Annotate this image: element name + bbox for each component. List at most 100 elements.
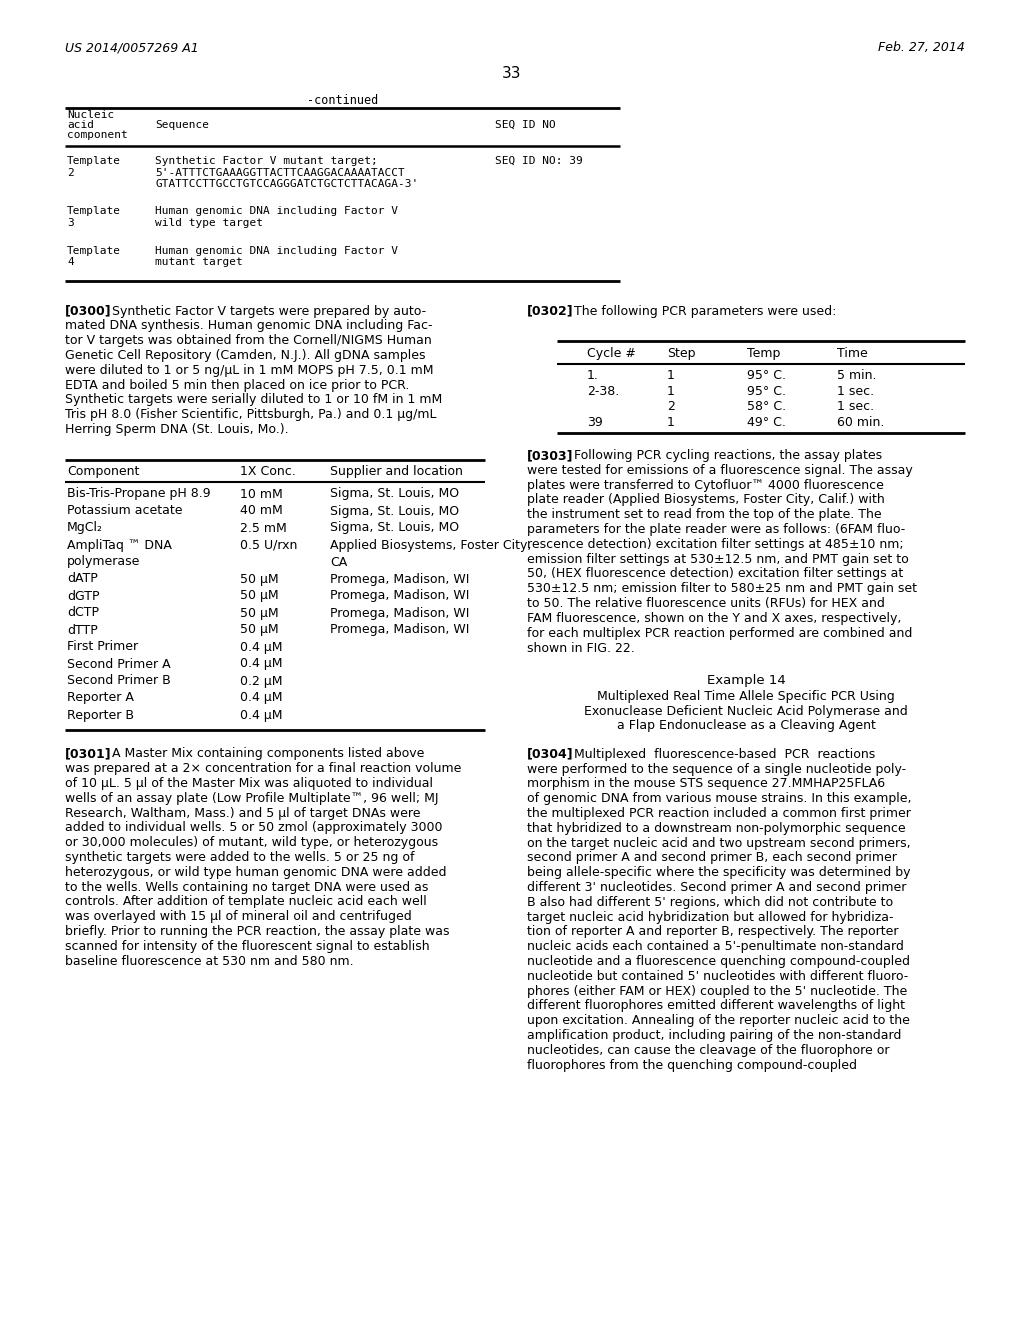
Text: wells of an assay plate (Low Profile Multiplate™, 96 well; MJ: wells of an assay plate (Low Profile Mul… <box>65 792 438 805</box>
Text: Sequence: Sequence <box>155 120 209 129</box>
Text: 1 sec.: 1 sec. <box>837 400 874 413</box>
Text: dCTP: dCTP <box>67 606 99 619</box>
Text: 0.2 μM: 0.2 μM <box>240 675 283 688</box>
Text: morphism in the mouse STS sequence 27.MMHAP25FLA6: morphism in the mouse STS sequence 27.MM… <box>527 777 885 791</box>
Text: 5'-ATTTCTGAAAGGTTACTTCAAGGACAAAATACCT: 5'-ATTTCTGAAAGGTTACTTCAAGGACAAAATACCT <box>155 168 404 177</box>
Text: 3: 3 <box>67 218 74 228</box>
Text: nucleic acids each contained a 5'-penultimate non-standard: nucleic acids each contained a 5'-penult… <box>527 940 904 953</box>
Text: different fluorophores emitted different wavelengths of light: different fluorophores emitted different… <box>527 999 905 1012</box>
Text: Promega, Madison, WI: Promega, Madison, WI <box>330 573 469 586</box>
Text: were diluted to 1 or 5 ng/μL in 1 mM MOPS pH 7.5, 0.1 mM: were diluted to 1 or 5 ng/μL in 1 mM MOP… <box>65 364 433 376</box>
Text: 10 mM: 10 mM <box>240 487 283 500</box>
Text: Tris pH 8.0 (Fisher Scientific, Pittsburgh, Pa.) and 0.1 μg/mL: Tris pH 8.0 (Fisher Scientific, Pittsbur… <box>65 408 436 421</box>
Text: SEQ ID NO: SEQ ID NO <box>495 120 556 129</box>
Text: 0.4 μM: 0.4 μM <box>240 657 283 671</box>
Text: plates were transferred to Cytofluor™ 4000 fluorescence: plates were transferred to Cytofluor™ 40… <box>527 479 884 492</box>
Text: Second Primer B: Second Primer B <box>67 675 171 688</box>
Text: 50 μM: 50 μM <box>240 623 279 636</box>
Text: 530±12.5 nm; emission filter to 580±25 nm and PMT gain set: 530±12.5 nm; emission filter to 580±25 n… <box>527 582 918 595</box>
Text: Synthetic Factor V mutant target;: Synthetic Factor V mutant target; <box>155 156 378 166</box>
Text: Bis-Tris-Propane pH 8.9: Bis-Tris-Propane pH 8.9 <box>67 487 211 500</box>
Text: Sigma, St. Louis, MO: Sigma, St. Louis, MO <box>330 487 459 500</box>
Text: Synthetic Factor V targets were prepared by auto-: Synthetic Factor V targets were prepared… <box>112 305 426 318</box>
Text: The following PCR parameters were used:: The following PCR parameters were used: <box>574 305 837 318</box>
Text: that hybridized to a downstream non-polymorphic sequence: that hybridized to a downstream non-poly… <box>527 822 905 834</box>
Text: 1.: 1. <box>587 370 599 381</box>
Text: Feb. 27, 2014: Feb. 27, 2014 <box>879 41 965 54</box>
Text: First Primer: First Primer <box>67 640 138 653</box>
Text: to 50. The relative fluorescence units (RFUs) for HEX and: to 50. The relative fluorescence units (… <box>527 597 885 610</box>
Text: was overlayed with 15 μl of mineral oil and centrifuged: was overlayed with 15 μl of mineral oil … <box>65 911 412 923</box>
Text: CA: CA <box>330 556 347 569</box>
Text: [0301]: [0301] <box>65 747 112 760</box>
Text: GTATTCCTTGCCTGTCCAGGGATCTGCTCTTACAGA-3': GTATTCCTTGCCTGTCCAGGGATCTGCTCTTACAGA-3' <box>155 180 418 189</box>
Text: 50 μM: 50 μM <box>240 590 279 602</box>
Text: wild type target: wild type target <box>155 218 263 228</box>
Text: of genomic DNA from various mouse strains. In this example,: of genomic DNA from various mouse strain… <box>527 792 911 805</box>
Text: Nucleic: Nucleic <box>67 110 115 120</box>
Text: Second Primer A: Second Primer A <box>67 657 171 671</box>
Text: 2.5 mM: 2.5 mM <box>240 521 287 535</box>
Text: fluorophores from the quenching compound-coupled: fluorophores from the quenching compound… <box>527 1059 857 1072</box>
Text: -continued: -continued <box>307 94 378 107</box>
Text: polymerase: polymerase <box>67 556 140 569</box>
Text: Genetic Cell Repository (Camden, N.J.). All gDNA samples: Genetic Cell Repository (Camden, N.J.). … <box>65 348 426 362</box>
Text: Promega, Madison, WI: Promega, Madison, WI <box>330 606 469 619</box>
Text: upon excitation. Annealing of the reporter nucleic acid to the: upon excitation. Annealing of the report… <box>527 1014 910 1027</box>
Text: dTTP: dTTP <box>67 623 97 636</box>
Text: tion of reporter A and reporter B, respectively. The reporter: tion of reporter A and reporter B, respe… <box>527 925 898 939</box>
Text: nucleotide but contained 5' nucleotides with different fluoro-: nucleotide but contained 5' nucleotides … <box>527 970 908 983</box>
Text: 95° C.: 95° C. <box>746 384 786 397</box>
Text: mated DNA synthesis. Human genomic DNA including Fac-: mated DNA synthesis. Human genomic DNA i… <box>65 319 432 333</box>
Text: US 2014/0057269 A1: US 2014/0057269 A1 <box>65 41 199 54</box>
Text: acid: acid <box>67 120 94 129</box>
Text: 1X Conc.: 1X Conc. <box>240 465 296 478</box>
Text: the instrument set to read from the top of the plate. The: the instrument set to read from the top … <box>527 508 882 521</box>
Text: Synthetic targets were serially diluted to 1 or 10 fM in 1 mM: Synthetic targets were serially diluted … <box>65 393 442 407</box>
Text: mutant target: mutant target <box>155 257 243 267</box>
Text: on the target nucleic acid and two upstream second primers,: on the target nucleic acid and two upstr… <box>527 837 910 850</box>
Text: Reporter B: Reporter B <box>67 709 134 722</box>
Text: Sigma, St. Louis, MO: Sigma, St. Louis, MO <box>330 504 459 517</box>
Text: [0302]: [0302] <box>527 305 573 318</box>
Text: 5 min.: 5 min. <box>837 370 877 381</box>
Text: Promega, Madison, WI: Promega, Madison, WI <box>330 590 469 602</box>
Text: for each multiplex PCR reaction performed are combined and: for each multiplex PCR reaction performe… <box>527 627 912 640</box>
Text: Following PCR cycling reactions, the assay plates: Following PCR cycling reactions, the ass… <box>574 449 882 462</box>
Text: 40 mM: 40 mM <box>240 504 283 517</box>
Text: 2-38.: 2-38. <box>587 384 620 397</box>
Text: or 30,000 molecules) of mutant, wild type, or heterozygous: or 30,000 molecules) of mutant, wild typ… <box>65 837 438 849</box>
Text: was prepared at a 2× concentration for a final reaction volume: was prepared at a 2× concentration for a… <box>65 762 462 775</box>
Text: nucleotide and a fluorescence quenching compound-coupled: nucleotide and a fluorescence quenching … <box>527 954 910 968</box>
Text: to the wells. Wells containing no target DNA were used as: to the wells. Wells containing no target… <box>65 880 428 894</box>
Text: target nucleic acid hybridization but allowed for hybridiza-: target nucleic acid hybridization but al… <box>527 911 894 924</box>
Text: rescence detection) excitation filter settings at 485±10 nm;: rescence detection) excitation filter se… <box>527 539 903 550</box>
Text: second primer A and second primer B, each second primer: second primer A and second primer B, eac… <box>527 851 897 865</box>
Text: parameters for the plate reader were as follows: (6FAM fluo-: parameters for the plate reader were as … <box>527 523 905 536</box>
Text: 50, (HEX fluorescence detection) excitation filter settings at: 50, (HEX fluorescence detection) excitat… <box>527 568 903 581</box>
Text: Sigma, St. Louis, MO: Sigma, St. Louis, MO <box>330 521 459 535</box>
Text: baseline fluorescence at 530 nm and 580 nm.: baseline fluorescence at 530 nm and 580 … <box>65 954 353 968</box>
Text: Human genomic DNA including Factor V: Human genomic DNA including Factor V <box>155 206 398 216</box>
Text: different 3' nucleotides. Second primer A and second primer: different 3' nucleotides. Second primer … <box>527 880 906 894</box>
Text: component: component <box>67 129 128 140</box>
Text: Step: Step <box>667 347 695 360</box>
Text: plate reader (Applied Biosystems, Foster City, Calif.) with: plate reader (Applied Biosystems, Foster… <box>527 494 885 507</box>
Text: Component: Component <box>67 465 139 478</box>
Text: Multiplexed  fluorescence-based  PCR  reactions: Multiplexed fluorescence-based PCR react… <box>574 748 876 760</box>
Text: of 10 μL. 5 μl of the Master Mix was aliquoted to individual: of 10 μL. 5 μl of the Master Mix was ali… <box>65 777 433 791</box>
Text: Reporter A: Reporter A <box>67 692 134 705</box>
Text: 49° C.: 49° C. <box>746 416 785 429</box>
Text: 2: 2 <box>667 400 675 413</box>
Text: [0303]: [0303] <box>527 449 573 462</box>
Text: Time: Time <box>837 347 867 360</box>
Text: synthetic targets were added to the wells. 5 or 25 ng of: synthetic targets were added to the well… <box>65 851 415 865</box>
Text: the multiplexed PCR reaction included a common first primer: the multiplexed PCR reaction included a … <box>527 807 911 820</box>
Text: Example 14: Example 14 <box>707 675 785 688</box>
Text: controls. After addition of template nucleic acid each well: controls. After addition of template nuc… <box>65 895 427 908</box>
Text: MgCl₂: MgCl₂ <box>67 521 103 535</box>
Text: SEQ ID NO: 39: SEQ ID NO: 39 <box>495 156 583 166</box>
Text: 2: 2 <box>67 168 74 177</box>
Text: nucleotides, can cause the cleavage of the fluorophore or: nucleotides, can cause the cleavage of t… <box>527 1044 890 1057</box>
Text: a Flap Endonuclease as a Cleaving Agent: a Flap Endonuclease as a Cleaving Agent <box>616 719 876 733</box>
